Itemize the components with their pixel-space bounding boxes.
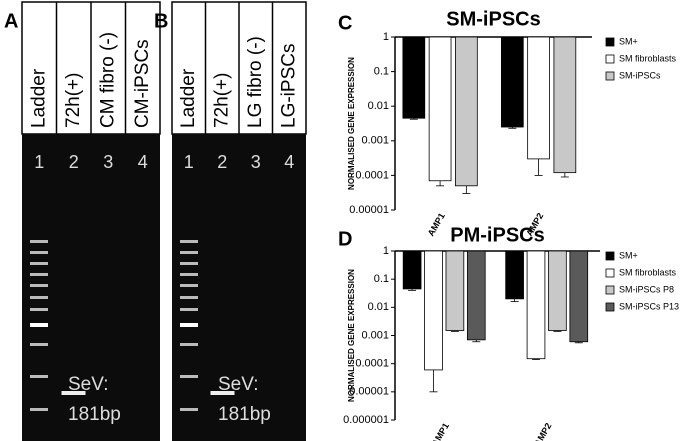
band-text: 181bp xyxy=(68,404,121,425)
ladder-band xyxy=(30,273,48,276)
legend-swatch xyxy=(605,302,615,312)
legend-swatch xyxy=(605,71,615,81)
lane-label: 72h(+) xyxy=(63,73,84,128)
legend-label: SM-iPSCs P8 xyxy=(619,284,674,294)
lane-label: CM fibro (-) xyxy=(97,32,118,128)
y-tick-label: 0.00001 xyxy=(349,204,389,216)
lane-number: 3 xyxy=(103,152,113,172)
bar xyxy=(424,250,443,371)
y-tick-label: 0.1 xyxy=(374,273,389,285)
legend-label: SM fibroblasts xyxy=(619,267,677,277)
lane-number: 4 xyxy=(138,152,148,172)
lane-label: Ladder xyxy=(28,68,49,128)
ladder-band xyxy=(30,262,48,265)
band-text: SeV: xyxy=(68,374,109,395)
y-tick-label: 0.00001 xyxy=(349,386,389,398)
legend-swatch xyxy=(605,37,615,47)
bar xyxy=(466,250,486,341)
legend-label: SM+ xyxy=(619,36,638,46)
ladder-band xyxy=(30,240,48,243)
x-tick-label: AMP1 xyxy=(426,211,447,238)
ladder-band xyxy=(30,296,48,299)
lane-number: 3 xyxy=(251,152,261,172)
legend-label: SM+ xyxy=(619,250,638,260)
y-axis-label: NORMALISED GENE EXPRESSION xyxy=(347,57,356,190)
y-tick-label: 0.001 xyxy=(361,329,389,341)
lane-number: 1 xyxy=(34,152,44,172)
panel-label: D xyxy=(338,228,352,250)
sample-band xyxy=(210,391,235,395)
legend-label: SM fibroblasts xyxy=(619,53,677,63)
ladder-band xyxy=(30,343,48,346)
y-tick-label: 0.01 xyxy=(368,100,389,112)
bar xyxy=(402,36,426,119)
legend-swatch xyxy=(605,251,615,261)
lane-label: LG-iPSCs xyxy=(278,44,299,128)
bar xyxy=(569,250,589,343)
lane-label: 72h(+) xyxy=(211,73,232,128)
bar xyxy=(445,250,465,331)
ladder-band xyxy=(180,284,198,287)
gel xyxy=(172,134,306,441)
legend-label: SM-iPSCs P13 xyxy=(619,301,679,311)
lane-label: CM-iPSCs xyxy=(132,39,153,128)
y-tick-label: 0.0001 xyxy=(355,169,389,181)
band-text: SeV: xyxy=(218,374,259,395)
legend-swatch xyxy=(605,268,615,278)
lane-number: 4 xyxy=(284,152,294,172)
chart-title: SM-iPSCs xyxy=(446,8,540,30)
ladder-band xyxy=(180,251,198,254)
bar xyxy=(553,36,577,174)
ladder-band xyxy=(30,308,48,311)
y-tick-label: 0.0001 xyxy=(355,358,389,370)
bar xyxy=(455,36,478,187)
ladder-band xyxy=(30,408,48,411)
ladder-band xyxy=(180,240,198,243)
y-tick-label: 0.1 xyxy=(374,66,389,78)
legend-label: SM-iPSCs xyxy=(619,70,661,80)
y-tick-label: 1 xyxy=(383,31,389,43)
ladder-band xyxy=(180,308,198,311)
ladder-band xyxy=(180,323,198,327)
legend-swatch xyxy=(605,285,615,295)
panel-label: C xyxy=(338,12,352,34)
legend-swatch xyxy=(605,54,615,64)
panel-label: A xyxy=(4,10,18,32)
y-tick-label: 1 xyxy=(383,245,389,257)
x-tick-label: AMP1 xyxy=(430,421,451,441)
gel xyxy=(22,134,160,441)
ladder-band xyxy=(30,251,48,254)
ladder-band xyxy=(180,296,198,299)
x-tick-label: AMP2 xyxy=(532,421,553,441)
bar xyxy=(527,36,550,160)
panel-label: B xyxy=(154,10,168,32)
ladder-band xyxy=(180,343,198,346)
bar xyxy=(526,250,546,360)
lane-number: 2 xyxy=(217,152,227,172)
ladder-band xyxy=(30,375,48,378)
bar xyxy=(500,36,524,128)
y-tick-label: 0.001 xyxy=(361,135,389,147)
ladder-band xyxy=(30,284,48,287)
bar xyxy=(428,36,452,182)
y-tick-label: 0.000001 xyxy=(343,414,389,426)
ladder-band xyxy=(180,273,198,276)
y-axis-label: NORMALISED GENE EXPRESSION xyxy=(347,269,356,402)
bar xyxy=(548,250,567,331)
lane-label: LG fibro (-) xyxy=(245,36,266,128)
ladder-band xyxy=(180,262,198,265)
bar xyxy=(402,250,422,290)
ladder-band xyxy=(180,375,198,378)
lane-number: 1 xyxy=(184,152,194,172)
bar xyxy=(505,250,524,300)
ladder-band xyxy=(180,408,198,411)
y-tick-label: 0.01 xyxy=(368,301,389,313)
sample-band xyxy=(61,391,86,395)
band-text: 181bp xyxy=(218,404,271,425)
lane-label: Ladder xyxy=(178,68,199,128)
ladder-band xyxy=(30,323,48,327)
lane-number: 2 xyxy=(69,152,79,172)
chart-title: PM-iPSCs xyxy=(450,224,544,246)
